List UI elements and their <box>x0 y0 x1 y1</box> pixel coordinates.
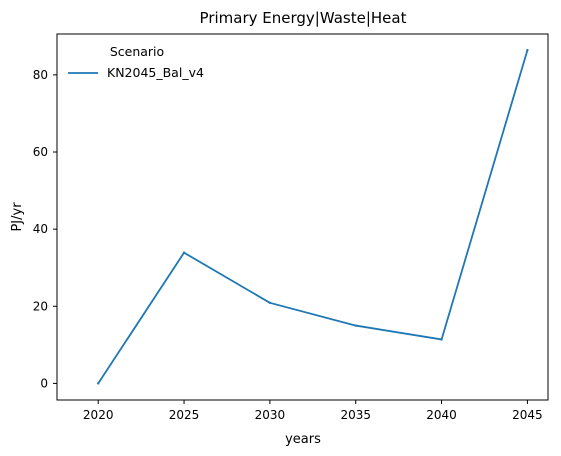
chart-title: Primary Energy|Waste|Heat <box>200 9 407 27</box>
x-tick-label: 2040 <box>426 408 457 422</box>
x-axis-label: years <box>285 432 321 447</box>
data-point <box>268 301 272 305</box>
y-tick-label: 20 <box>33 299 48 313</box>
data-point <box>182 251 186 254</box>
x-axis: 2020 2025 2030 2035 2040 2045 <box>83 400 543 422</box>
data-point <box>97 382 100 385</box>
x-tick-label: 2045 <box>512 408 543 422</box>
y-axis: 0 20 40 60 80 <box>33 68 57 390</box>
x-tick-label: 2025 <box>169 408 200 422</box>
series-line <box>97 49 529 384</box>
data-point <box>354 324 357 327</box>
y-tick-label: 60 <box>33 145 48 159</box>
plot-area-frame <box>56 33 549 401</box>
y-tick-label: 0 <box>40 376 48 390</box>
legend-entry-label: KN2045_Bal_v4 <box>107 65 204 80</box>
y-tick-label: 80 <box>33 68 48 82</box>
y-tick-label: 40 <box>33 222 48 236</box>
series-layer <box>97 48 529 385</box>
legend: Scenario KN2045_Bal_v4 <box>68 44 204 80</box>
data-point <box>440 338 443 341</box>
data-point <box>526 48 529 52</box>
legend-title: Scenario <box>110 44 164 59</box>
x-tick-label: 2035 <box>340 408 371 422</box>
x-tick-label: 2030 <box>255 408 286 422</box>
x-tick-label: 2020 <box>83 408 114 422</box>
y-axis-label: PJ/yr <box>10 202 25 232</box>
